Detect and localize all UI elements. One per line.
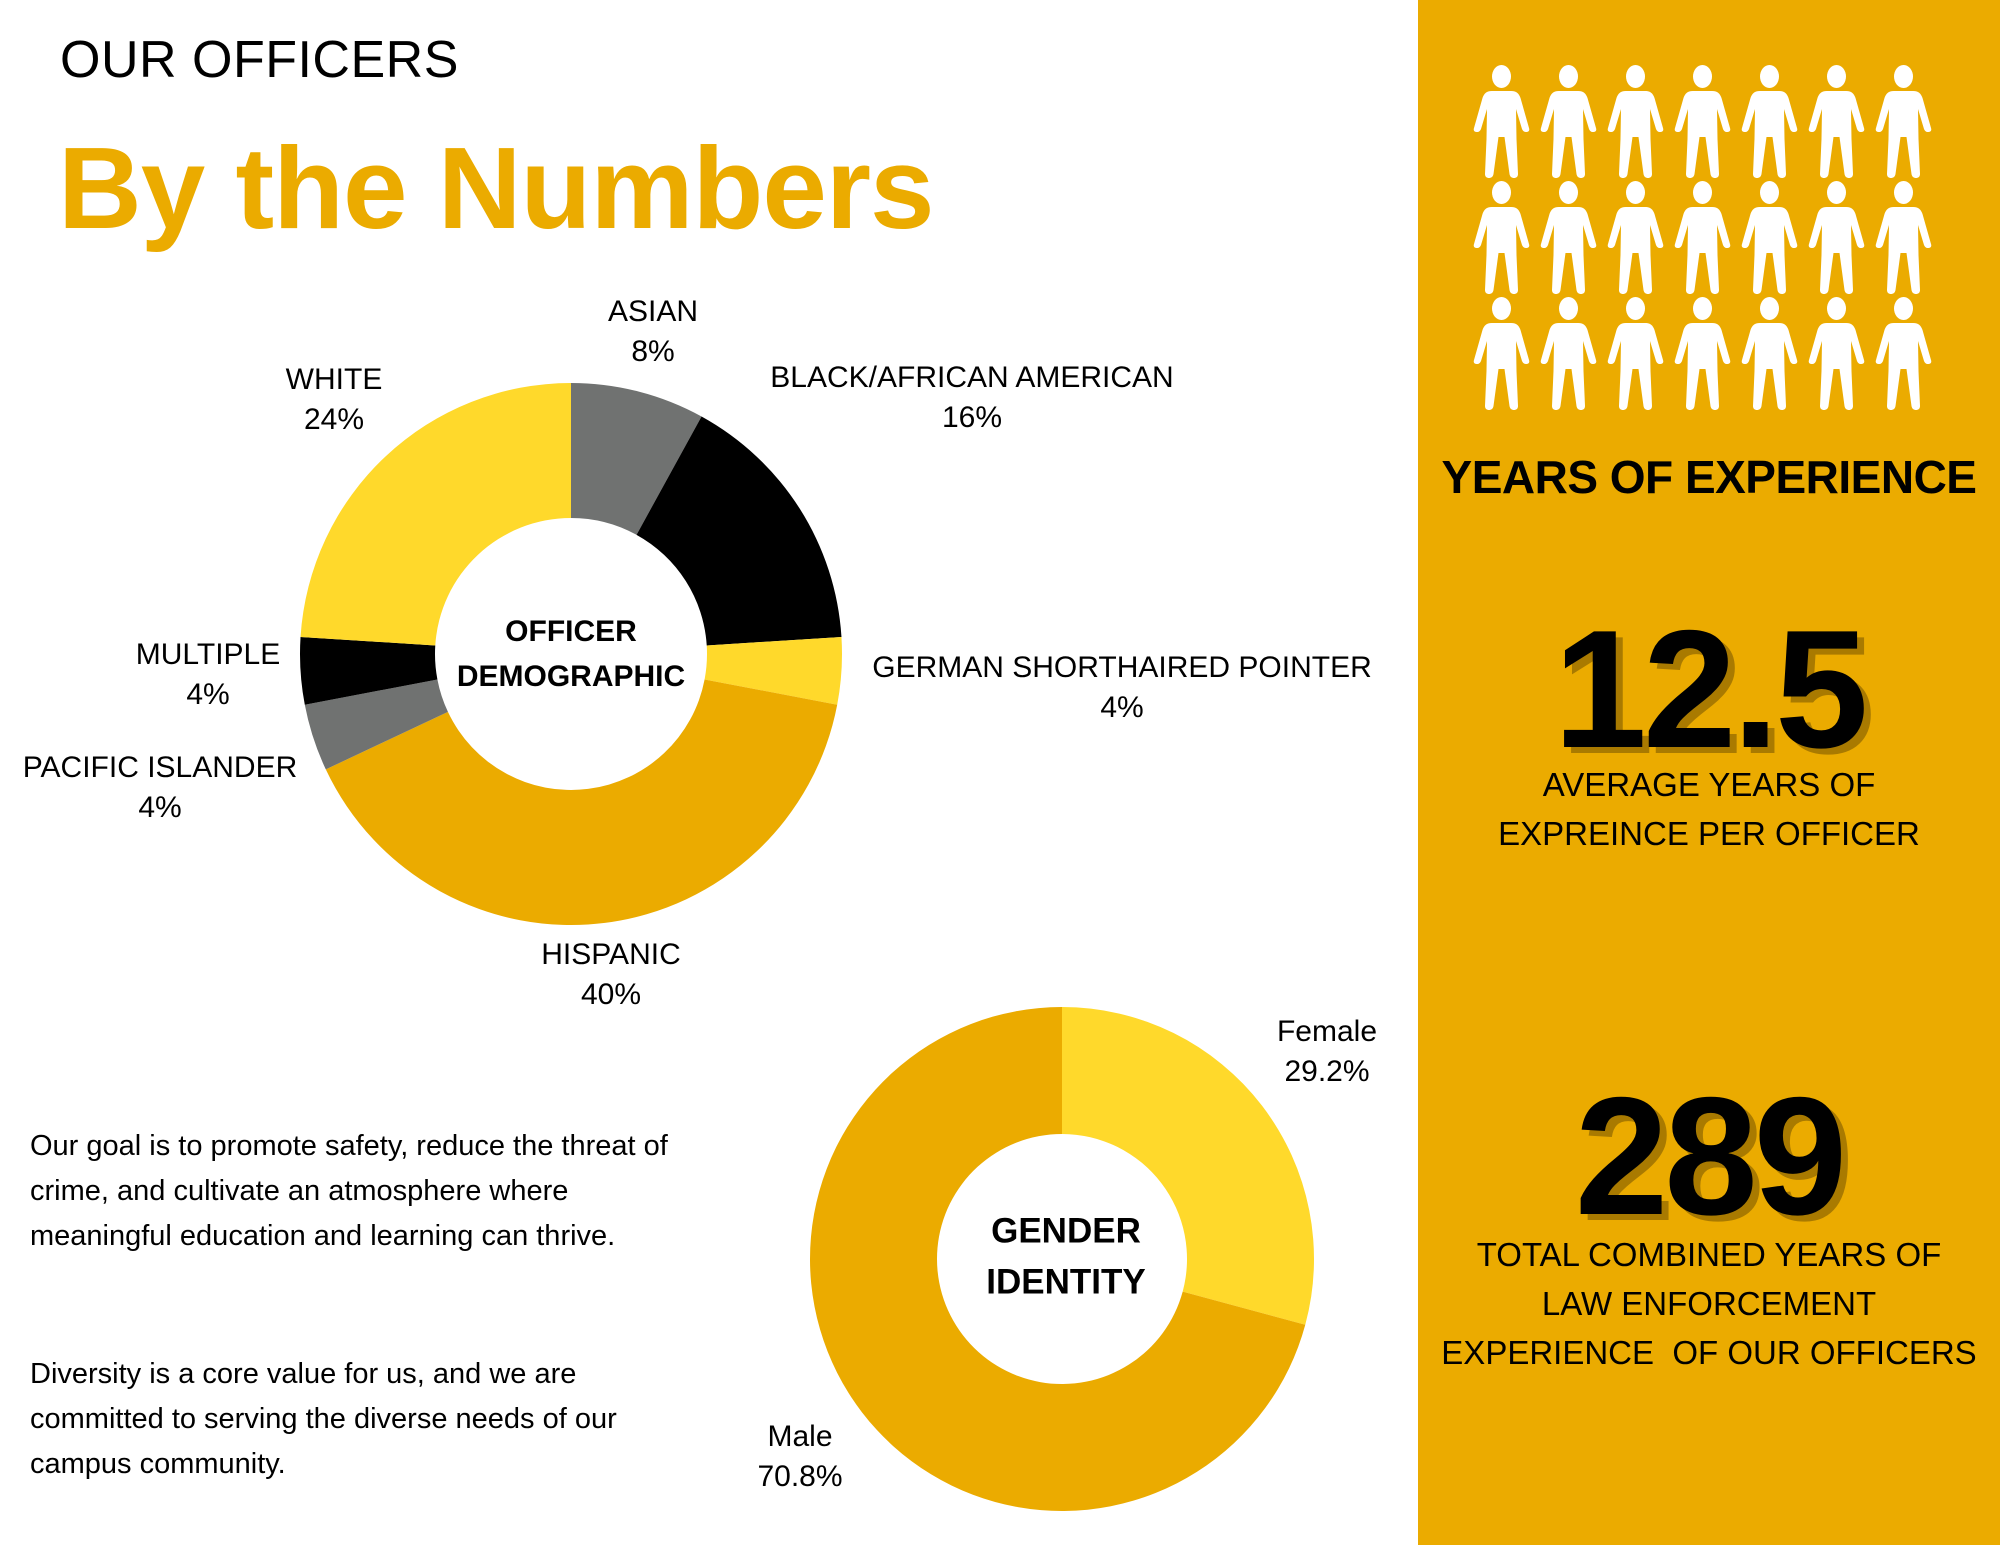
person-icon [1875,65,1932,178]
label-value: 4% [1100,691,1144,724]
gender-donut-chart [810,1007,1314,1512]
label-name: BLACK/AFRICAN AMERICAN [770,361,1174,394]
donut-slice-black-african-american [636,416,842,646]
person-icon [1607,181,1664,294]
label-name: MULTIPLE [135,638,281,671]
label-value: 4% [186,678,230,711]
person-icon [1473,65,1530,178]
donut-slice-male [810,1007,1306,1512]
demographic-donut-chart [300,383,843,925]
label-name: Male [767,1420,833,1453]
person-icon [1607,65,1664,178]
person-icon [1674,65,1731,178]
demographic-center-label: OFFICER DEMOGRAPHIC [457,609,685,699]
person-icon [1674,297,1731,410]
label-name: HISPANIC [541,938,681,971]
label-value: 8% [631,335,675,368]
person-icon [1540,65,1597,178]
label-asian: ASIAN 8% [608,292,698,372]
desc-line: TOTAL COMBINED YEARS OF [1476,1236,1942,1273]
person-icon [1674,181,1731,294]
person-icon [1540,297,1597,410]
desc-line: EXPERIENCE OF OUR OFFICERS [1441,1334,1977,1371]
donut-slice-female [1062,1007,1314,1325]
label-name: GERMAN SHORTHAIRED POINTER [872,651,1372,684]
average-years-value: 12.5 [1553,595,1869,783]
label-black-african-american: BLACK/AFRICAN AMERICAN 16% [770,358,1173,438]
diversity-paragraph: Diversity is a core value for us, and we… [30,1352,710,1487]
donut-slice-asian [571,383,702,535]
paragraph-goal: Our goal is to promote safety, reduce th… [30,1130,668,1252]
label-value: 70.8% [757,1460,843,1493]
person-icon [1741,65,1798,178]
label-male: Male 70.8% [757,1417,842,1497]
person-icon [1875,297,1932,410]
donut-slice-white [300,383,571,646]
label-value: 4% [138,791,182,824]
person-icon [1741,297,1798,410]
person-icon [1875,181,1932,294]
center-label-line-2: DEMOGRAPHIC [456,660,686,693]
label-value: 40% [580,978,642,1011]
experience-panel: YEARS OF EXPERIENCE 12.5 AVERAGE YEARS O… [1418,0,2000,1545]
label-value: 24% [303,403,365,436]
paragraph-diversity: Diversity is a core value for us, and we… [30,1358,617,1480]
donut-slice-pacific-islander [304,679,448,770]
person-icon [1473,181,1530,294]
label-value: 16% [941,401,1003,434]
person-icon [1741,181,1798,294]
label-multiple: MULTIPLE 4% [136,635,280,715]
label-hispanic: HISPANIC 40% [541,935,680,1015]
donut-slice-hispanic [325,679,838,925]
center-label-line-1: GENDER [991,1211,1141,1251]
label-name: Female [1276,1015,1378,1048]
label-value: 29.2% [1284,1055,1370,1088]
center-label-line-1: OFFICER [505,615,637,648]
average-years-description: AVERAGE YEARS OF EXPREINCE PER OFFICER [1418,760,2000,858]
experience-heading: YEARS OF EXPERIENCE [1441,451,1977,503]
person-icon [1808,297,1865,410]
person-icon [1540,181,1597,294]
label-female: Female 29.2% [1277,1012,1377,1092]
eyebrow-heading: OUR OFFICERS [60,31,459,89]
label-white: WHITE 24% [286,360,383,440]
desc-line: LAW ENFORCEMENT [1541,1285,1877,1322]
donut-slice-multiple [300,636,438,705]
center-label-line-2: IDENTITY [986,1262,1146,1301]
people-icon-grid [1473,65,1942,413]
person-icon [1473,297,1530,410]
person-icon [1808,181,1865,294]
mission-paragraph: Our goal is to promote safety, reduce th… [30,1124,710,1259]
total-years-value: 289 [1574,1062,1847,1250]
total-years-description: TOTAL COMBINED YEARS OF LAW ENFORCEMENT … [1418,1230,2000,1377]
desc-line: AVERAGE YEARS OF [1542,766,1876,803]
label-name: ASIAN [607,295,699,328]
label-german-shorthaired-pointer: GERMAN SHORTHAIRED POINTER 4% [872,648,1372,728]
desc-line: EXPREINCE PER OFFICER [1498,815,1920,852]
gender-center-label: GENDER IDENTITY [986,1206,1145,1308]
person-icon [1808,65,1865,178]
label-name: WHITE [285,363,383,396]
donut-slice-german-shorthaired-pointer [704,636,843,705]
label-pacific-islander: PACIFIC ISLANDER 4% [23,748,298,828]
label-name: PACIFIC ISLANDER [22,751,298,784]
page-title: By the Numbers [58,123,935,253]
person-icon [1607,297,1664,410]
